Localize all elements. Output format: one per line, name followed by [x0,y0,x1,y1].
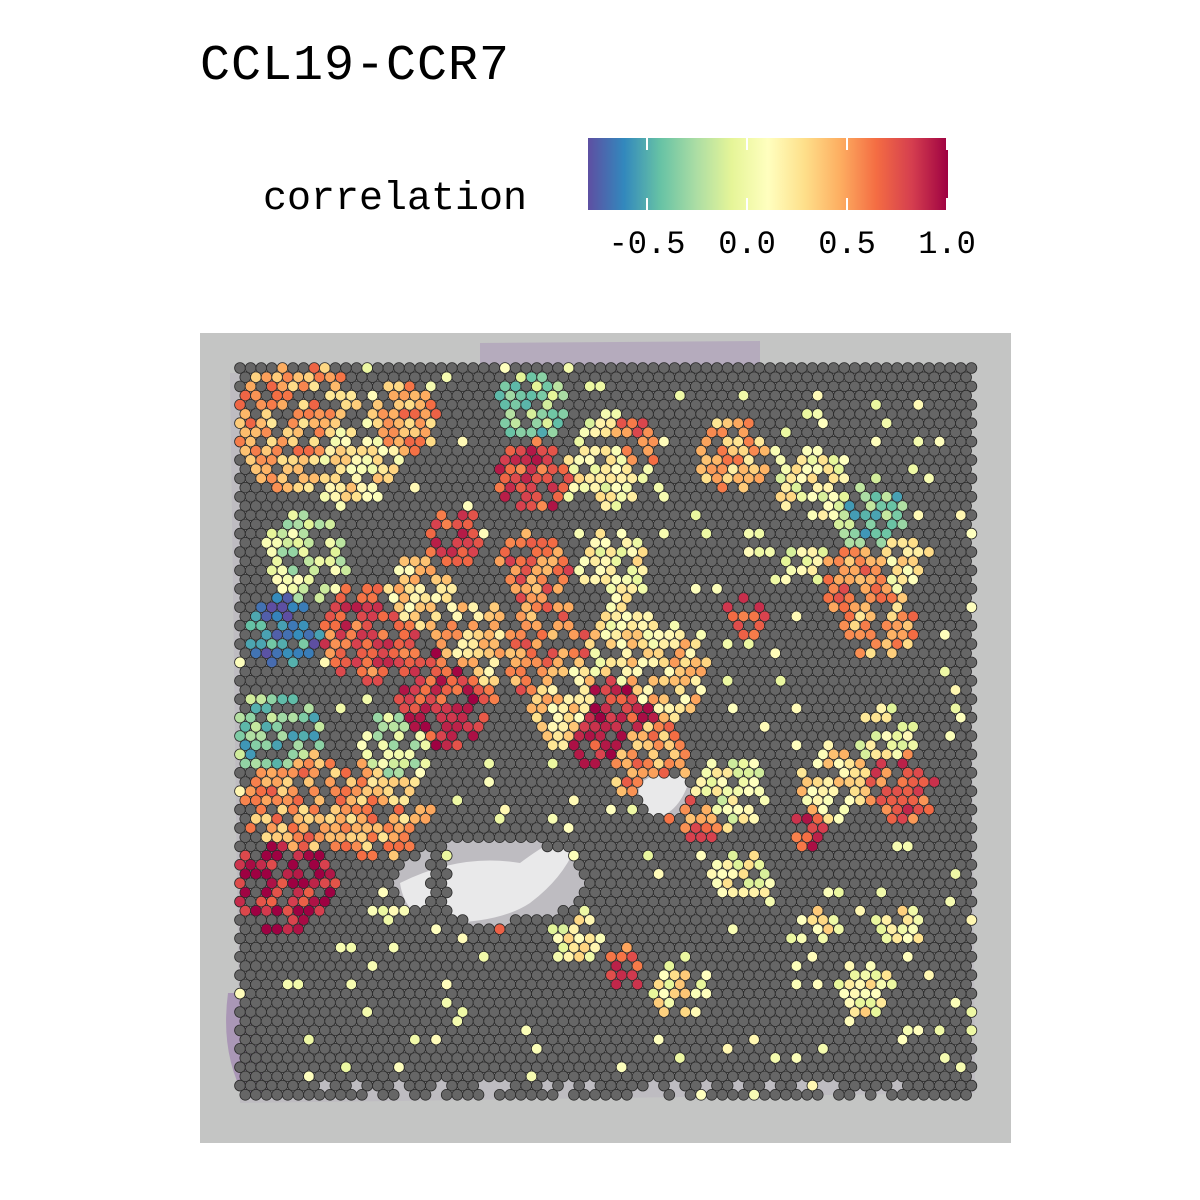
tissue-hole [639,771,690,818]
spot [658,766,670,779]
spot [965,417,978,429]
colorbar-tick-top [946,138,948,150]
spot [965,399,978,411]
spot-plot [200,333,1011,1143]
spot [515,831,527,844]
colorbar-tick-label: 1.0 [918,226,976,263]
spot [960,481,972,494]
spot [668,766,681,779]
spot [525,831,538,844]
colorbar-tick-label: -0.5 [608,226,686,263]
spot [647,766,660,779]
spot [960,426,972,439]
spot [965,472,978,485]
chart-title: CCL19-CCR7 [200,38,511,95]
spot-layer [234,362,978,1101]
colorbar-tick-label: 0.5 [818,226,876,263]
colorbar-tick-top [646,138,648,150]
spot [960,463,972,476]
spot [960,408,972,420]
colorbar-tick-bottom [646,198,648,210]
spot [504,831,517,844]
spot [552,840,564,853]
spot [960,445,972,457]
colorbar-tick-bottom [846,198,848,210]
colorbar-tick-top [846,138,848,150]
colorbar-tick-top [746,138,748,150]
spot [960,371,972,383]
tissue-panel [200,333,1011,1143]
spot [483,831,495,844]
spot [409,849,421,862]
colorbar [588,138,948,210]
colorbar-tick-label: 0.0 [718,226,776,263]
colorbar-tick-bottom [946,198,948,210]
spot [965,380,978,393]
spot [960,389,972,402]
spot [965,435,978,448]
spot [462,831,474,844]
colorbar-tick-bottom [746,198,748,210]
spot [493,831,506,844]
spot [965,491,978,503]
legend-title: correlation [263,177,528,222]
spot [541,840,554,853]
spot [451,831,464,844]
spot [965,362,978,374]
spot [965,454,978,466]
spot [472,831,485,844]
